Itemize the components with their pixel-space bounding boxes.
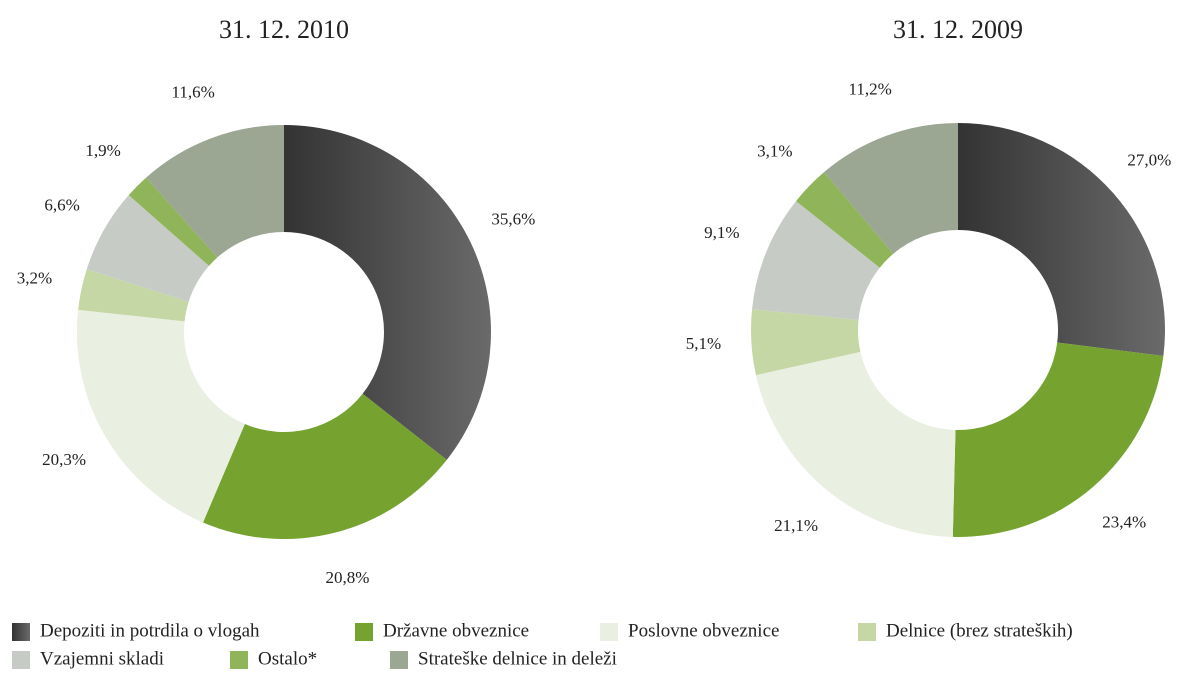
data-label: 35,6% <box>491 209 535 228</box>
legend-label: Depoziti in potrdila o vlogah <box>40 620 260 641</box>
legend-swatch <box>355 623 373 641</box>
donut-slice <box>202 393 447 539</box>
legend-swatch <box>390 651 408 669</box>
data-label: 11,2% <box>848 80 891 99</box>
donut-slice <box>796 172 894 268</box>
donut-slice <box>76 309 245 523</box>
donut-slice <box>752 201 880 320</box>
legend-swatch <box>12 623 30 641</box>
legend-label: Vzajemni skladi <box>40 648 164 669</box>
donut-slice <box>751 309 861 376</box>
data-label: 20,8% <box>325 568 369 587</box>
data-label: 9,1% <box>704 223 739 242</box>
data-label: 5,1% <box>686 334 721 353</box>
donut-slice <box>824 123 958 254</box>
donut-slice <box>128 177 218 266</box>
data-label: 6,6% <box>44 195 79 214</box>
legend-swatch <box>12 651 30 669</box>
donut-slice <box>284 125 491 460</box>
data-label: 27,0% <box>1127 150 1171 169</box>
chart-title: 31. 12. 2010 <box>219 15 349 44</box>
legend-swatch <box>600 623 618 641</box>
data-label: 3,2% <box>17 268 52 287</box>
donut-slice <box>958 123 1166 356</box>
data-label: 3,1% <box>757 141 792 160</box>
legend-swatch <box>858 623 876 641</box>
donut-slice <box>952 342 1164 538</box>
legend-swatch <box>230 651 248 669</box>
legend-label: Delnice (brez strateških) <box>886 620 1073 641</box>
data-label: 20,3% <box>42 450 86 469</box>
legend-label: Strateške delnice in deleži <box>418 648 617 669</box>
data-label: 21,1% <box>774 516 818 535</box>
chart-title: 31. 12. 2009 <box>893 15 1023 44</box>
legend-label: Poslovne obveznice <box>628 620 779 641</box>
data-label: 1,9% <box>85 141 120 160</box>
donut-slice <box>755 351 956 537</box>
legend-label: Ostalo* <box>258 648 317 669</box>
donut-slice <box>86 195 209 302</box>
donut-slice <box>146 125 284 258</box>
data-label: 11,6% <box>171 83 214 102</box>
data-label: 23,4% <box>1102 512 1146 531</box>
donut-slice <box>78 269 189 322</box>
legend-label: Državne obveznice <box>383 620 529 641</box>
